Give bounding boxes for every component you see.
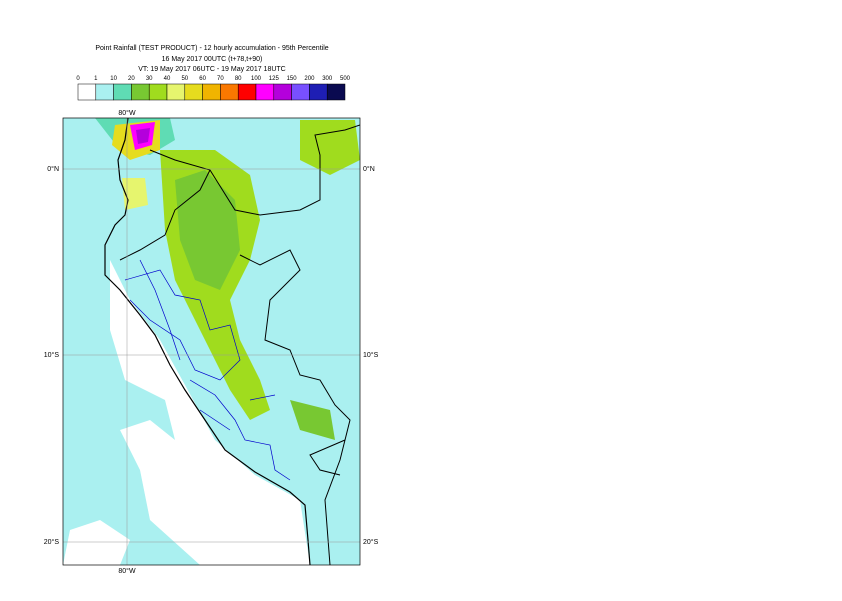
legend-swatch	[237, 83, 257, 101]
run-time: 16 May 2017 00UTC (t+78,t+90)	[162, 56, 263, 63]
legend-swatch	[131, 83, 150, 101]
legend-label: 80	[235, 76, 242, 82]
legend-swatch	[220, 83, 239, 101]
legend-label: 125	[269, 76, 280, 82]
legend-label: 100	[251, 76, 262, 82]
legend-label: 0	[76, 76, 80, 82]
legend-label: 150	[287, 76, 298, 82]
legend-label: 300	[322, 76, 333, 82]
legend-label: 20	[128, 76, 135, 82]
legend-label: 40	[164, 76, 171, 82]
legend-swatch	[148, 83, 168, 101]
lat-label: 20°S	[44, 538, 60, 546]
lat-label: 10°S	[44, 351, 60, 359]
lat-label: 0°N	[363, 165, 375, 173]
legend-label: 500	[340, 76, 351, 82]
legend-swatch	[291, 83, 310, 101]
legend-label: 1	[94, 76, 98, 82]
legend-swatch	[113, 83, 132, 101]
colorbar: 0 1 10 20 30 40 50 60 70 80 100 125 150 200 300 500	[76, 76, 351, 101]
legend-swatch	[202, 83, 221, 101]
lat-label: 10°S	[363, 351, 379, 359]
legend-swatch	[95, 83, 114, 101]
legend-swatch	[166, 83, 186, 101]
legend-label: 50	[181, 76, 188, 82]
map-frame	[62, 117, 361, 566]
legend-swatch	[326, 83, 346, 101]
map	[63, 118, 360, 565]
legend-swatch	[184, 83, 203, 101]
legend-swatch	[255, 83, 275, 101]
legend-label: 70	[217, 76, 224, 82]
legend-label: 60	[199, 76, 206, 82]
legend-swatch	[309, 83, 328, 101]
legend-label: 30	[146, 76, 153, 82]
valid-time: VT: 19 May 2017 06UTC - 19 May 2017 18UT…	[138, 66, 285, 73]
title: Point Rainfall (TEST PRODUCT) - 12 hourl…	[95, 45, 328, 52]
legend-label: 200	[304, 76, 315, 82]
lon-label: 80°W	[118, 567, 136, 575]
lat-label: 0°N	[47, 165, 59, 173]
lat-label: 20°S	[363, 538, 379, 546]
legend-label: 10	[110, 76, 117, 82]
lon-label: 80°W	[118, 109, 136, 117]
legend-swatch	[273, 83, 292, 101]
legend-swatch	[77, 83, 97, 101]
